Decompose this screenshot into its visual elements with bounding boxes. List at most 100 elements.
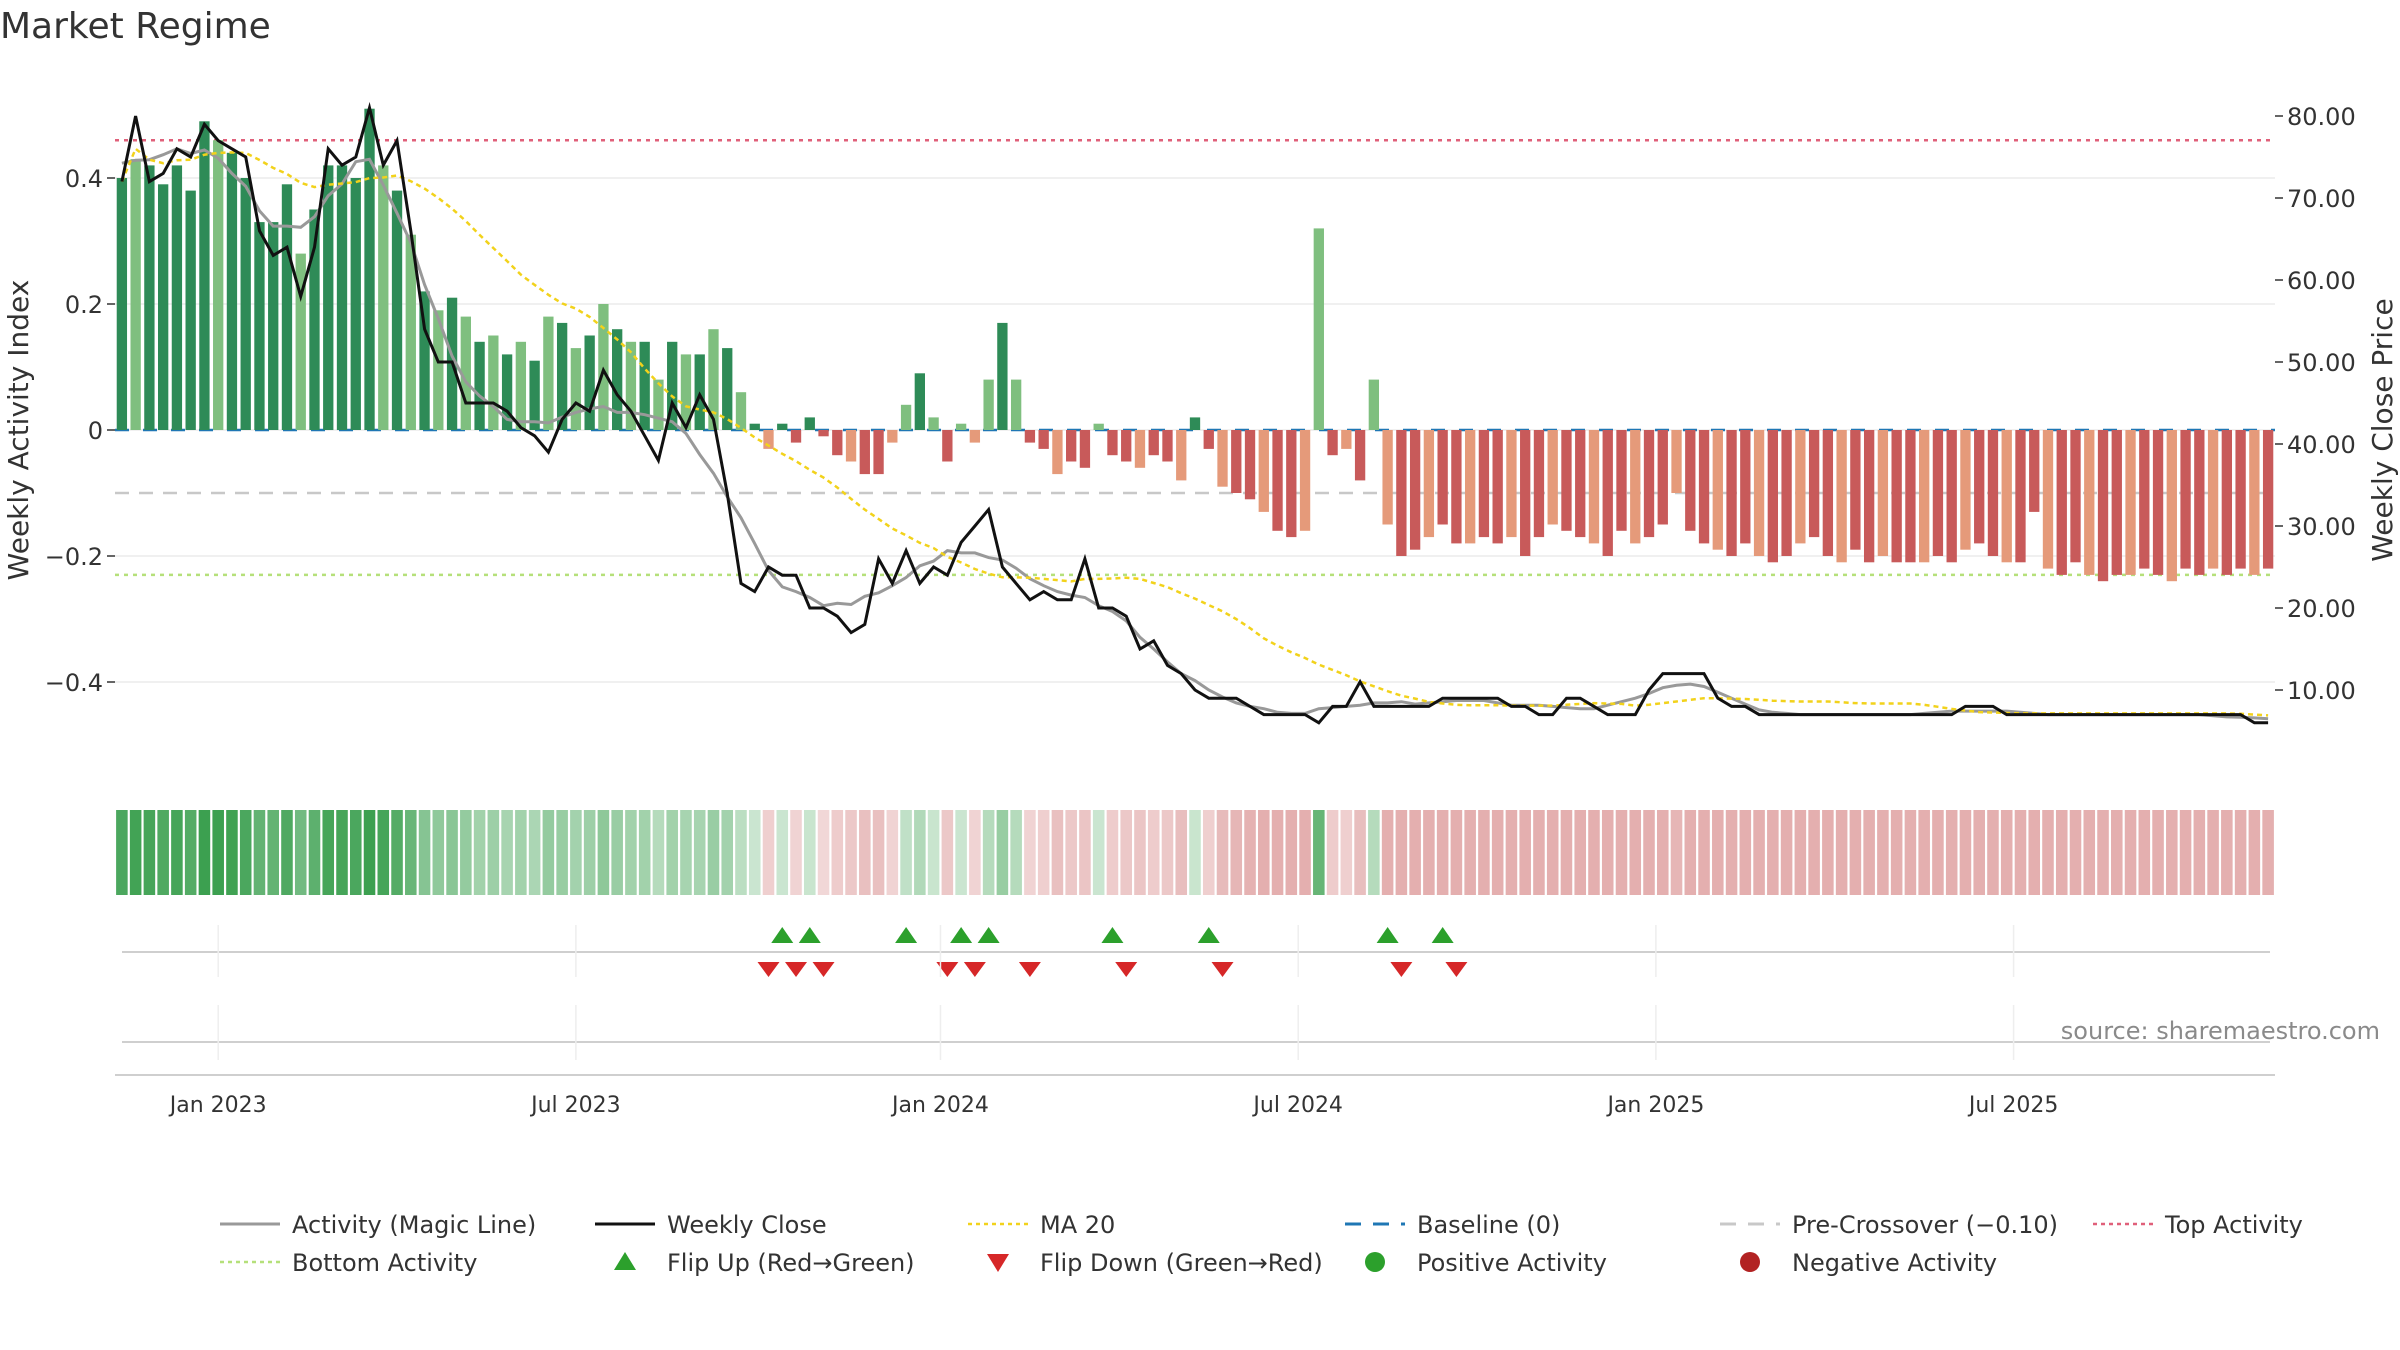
regime-cell (1918, 810, 1930, 895)
flip-up-marker (895, 927, 918, 943)
activity-bar (185, 190, 196, 430)
regime-cell (1808, 810, 1820, 895)
activity-bar (1327, 430, 1338, 456)
regime-cell (1037, 810, 1050, 895)
activity-bar (2029, 430, 2040, 512)
activity-bar (1533, 430, 1545, 538)
legend-swatch (987, 1254, 1009, 1272)
regime-cell (1313, 810, 1325, 895)
activity-bar (1396, 430, 1407, 556)
regime-cell (1478, 810, 1490, 895)
activity-bar (2015, 430, 2026, 563)
regime-cell (1863, 810, 1875, 895)
regime-cell (212, 810, 224, 895)
right-tick-label: 50.00 (2287, 349, 2356, 377)
regime-cell (1670, 810, 1683, 895)
activity-bar (2139, 430, 2150, 569)
legend-label: Flip Down (Green→Red) (1040, 1249, 1323, 1277)
activity-bar (2097, 430, 2109, 582)
activity-bar (914, 373, 925, 430)
activity-bar (653, 379, 664, 430)
regime-cell (1877, 810, 1889, 895)
activity-bar (419, 291, 430, 430)
flip-down-marker (936, 962, 959, 977)
activity-bar (1272, 430, 1283, 531)
right-tick-label: 30.00 (2287, 513, 2356, 541)
activity-bars (116, 108, 2274, 582)
regime-cell (391, 810, 403, 895)
activity-bar (928, 417, 939, 430)
regime-cell (1890, 810, 1903, 895)
legend-swatch (1365, 1252, 1385, 1272)
activity-bar (584, 335, 595, 430)
activity-bar (2207, 430, 2219, 569)
activity-bar (1905, 430, 1916, 563)
regime-cell (1147, 810, 1160, 895)
activity-bar (213, 140, 224, 430)
legend-label: MA 20 (1040, 1211, 1115, 1239)
activity-bar (157, 184, 169, 430)
regime-cell (982, 810, 995, 895)
regime-cell (1092, 810, 1105, 895)
activity-bar (804, 417, 815, 430)
activity-bar (667, 341, 678, 430)
regime-cell (226, 810, 238, 895)
activity-bar (281, 184, 293, 430)
activity-bar (1643, 430, 1655, 538)
activity-bar (680, 354, 692, 430)
regime-cell (1340, 810, 1353, 895)
regime-cell (418, 810, 431, 895)
regime-cell (171, 810, 183, 895)
regime-cell (886, 810, 899, 895)
regime-cell (1079, 810, 1091, 895)
activity-bar (777, 423, 788, 430)
activity-bar (1932, 430, 1944, 556)
regime-cell (1189, 810, 1201, 895)
series-lines (120, 101, 2269, 725)
activity-bar (598, 304, 609, 430)
activity-bar (2249, 430, 2260, 575)
regime-cell (2248, 810, 2261, 895)
activity-bar (1561, 430, 1572, 531)
right-tick-label: 70.00 (2287, 185, 2356, 213)
regime-cell (1395, 810, 1408, 895)
flip-down-marker (812, 962, 835, 977)
activity-bar (226, 152, 238, 431)
activity-bar (1946, 430, 1957, 563)
activity-bar (295, 253, 306, 430)
activity-bar (1753, 430, 1765, 556)
activity-bar (1850, 430, 1861, 550)
activity-bar (832, 430, 843, 456)
flip-up-marker (798, 927, 821, 943)
activity-bar (873, 430, 884, 475)
activity-bar (309, 209, 320, 430)
activity-bar (2125, 430, 2136, 575)
regime-cell (1932, 810, 1944, 895)
regime-cell (1629, 810, 1642, 895)
regime-cell (1409, 810, 1421, 895)
regime-cell (1546, 810, 1559, 895)
regime-cell (1175, 810, 1188, 895)
activity-bar (1079, 430, 1091, 468)
right-tick-label: 10.00 (2287, 677, 2356, 705)
legend-label: Bottom Activity (292, 1249, 477, 1277)
regime-cell (322, 810, 335, 895)
activity-bar (887, 430, 898, 443)
regime-cell (2083, 810, 2096, 895)
activity-bar (1423, 430, 1435, 538)
activity-bar (1960, 430, 1971, 550)
axes: 0.4 0.2 0 −0.2 −0.4 80.00 70.00 60.00 50.00 40.00… (45, 103, 2356, 705)
regime-cell (294, 810, 307, 895)
activity-bar (625, 341, 637, 430)
legend-label: Top Activity (2164, 1211, 2303, 1239)
flip-down-marker (1211, 962, 1234, 977)
activity-bar (845, 430, 857, 462)
left-tick-label: −0.2 (45, 543, 103, 571)
regime-cell (1024, 810, 1036, 895)
regime-cell (1285, 810, 1298, 895)
activity-bar (336, 165, 348, 430)
regime-cell (2179, 810, 2192, 895)
regime-cell (1533, 810, 1545, 895)
activity-bar (1354, 430, 1366, 481)
